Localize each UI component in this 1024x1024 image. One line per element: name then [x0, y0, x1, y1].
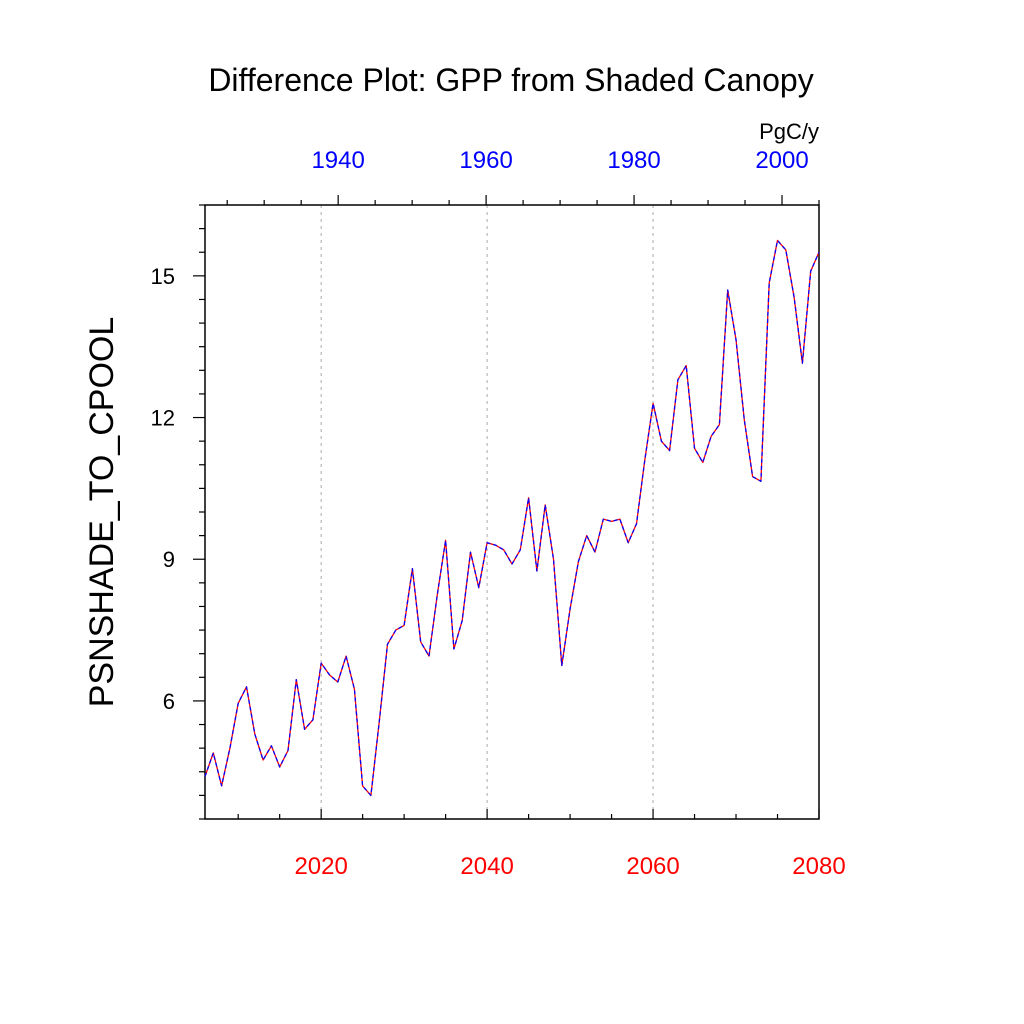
top-tick-label-1960: 1960 [459, 147, 512, 174]
top-tick-label-1940: 1940 [311, 147, 364, 174]
y-tick-label-9: 9 [163, 547, 175, 572]
units-label: PgC/y [759, 119, 819, 144]
y-axis-label: PSNSHADE_TO_CPOOL [83, 317, 121, 708]
series-line-blue [204, 239, 820, 797]
y-tick-label-6: 6 [163, 689, 175, 714]
bottom-tick-label-2040: 2040 [460, 853, 513, 880]
y-tick-label-15: 15 [151, 264, 175, 289]
bottom-tick-label-2020: 2020 [294, 853, 347, 880]
bottom-tick-label-2060: 2060 [626, 853, 679, 880]
top-tick-label-2000: 2000 [755, 147, 808, 174]
tick-marks [193, 195, 820, 820]
tick-labels: 2020 2040 2060 2080 1940 1960 1980 2000 6 9 12 15 [151, 147, 846, 880]
series-line-red [204, 239, 820, 797]
grid-lines [320, 205, 654, 819]
top-tick-label-1980: 1980 [607, 147, 660, 174]
chart-title: Difference Plot: GPP from Shaded Canopy [208, 62, 813, 98]
y-tick-label-12: 12 [151, 406, 175, 431]
data-series [204, 239, 820, 797]
bottom-tick-label-2080: 2080 [792, 853, 845, 880]
